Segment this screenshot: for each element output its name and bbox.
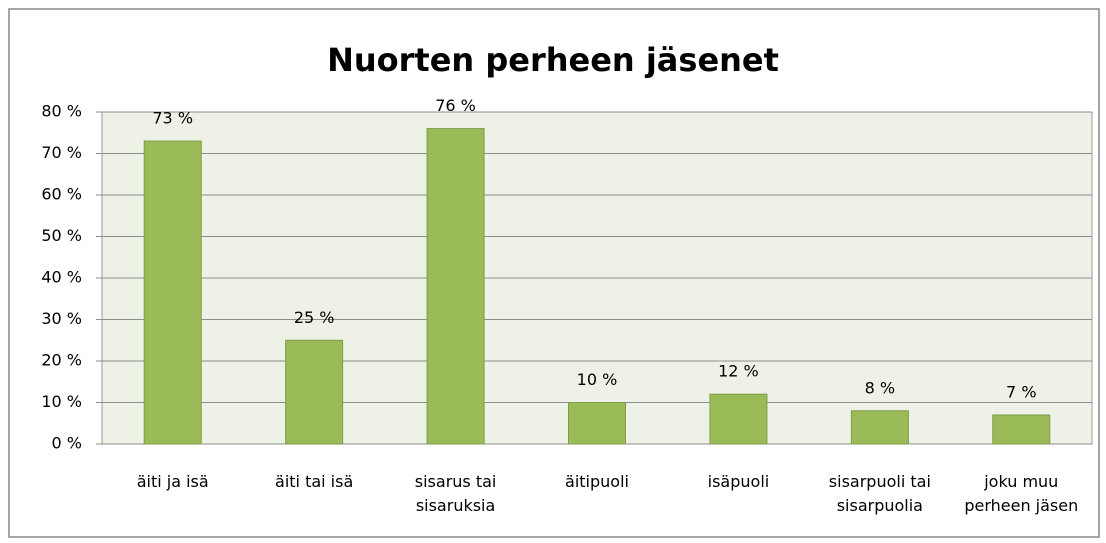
value-label: 73 % xyxy=(152,109,193,128)
x-tick-label: sisarus tai sisaruksia xyxy=(414,472,497,515)
x-tick-label: isäpuoli xyxy=(707,472,770,491)
bar xyxy=(992,414,1051,445)
value-label: 8 % xyxy=(865,378,895,397)
bar xyxy=(709,393,768,445)
value-label: 10 % xyxy=(577,370,618,389)
bar xyxy=(143,140,202,445)
y-tick-label: 10 % xyxy=(41,392,82,411)
value-label: 12 % xyxy=(718,362,759,381)
value-label: 7 % xyxy=(1006,382,1036,401)
y-tick-label: 60 % xyxy=(41,185,82,204)
y-tick-label: 80 % xyxy=(41,102,82,121)
y-tick-label: 40 % xyxy=(41,268,82,287)
y-tick-label: 30 % xyxy=(41,309,82,328)
x-tick-label: sisarpuoli tai sisarpuolia xyxy=(828,472,931,515)
y-tick-label: 0 % xyxy=(52,434,82,453)
bar xyxy=(285,339,344,445)
y-tick-label: 50 % xyxy=(41,226,82,245)
x-tick-label: äiti tai isä xyxy=(275,472,354,491)
bar xyxy=(426,128,485,445)
x-tick-label: äitipuoli xyxy=(565,472,629,491)
bar xyxy=(568,402,626,445)
x-tick-label: joku muu perheen jäsen xyxy=(964,472,1079,515)
value-label: 76 % xyxy=(435,96,476,115)
chart-title: Nuorten perheen jäsenet xyxy=(327,41,779,79)
y-tick-label: 20 % xyxy=(41,351,82,370)
x-tick-label: äiti ja isä xyxy=(136,472,209,491)
value-label: 25 % xyxy=(294,308,335,327)
bar xyxy=(850,410,909,445)
y-tick-label: 70 % xyxy=(41,143,82,162)
